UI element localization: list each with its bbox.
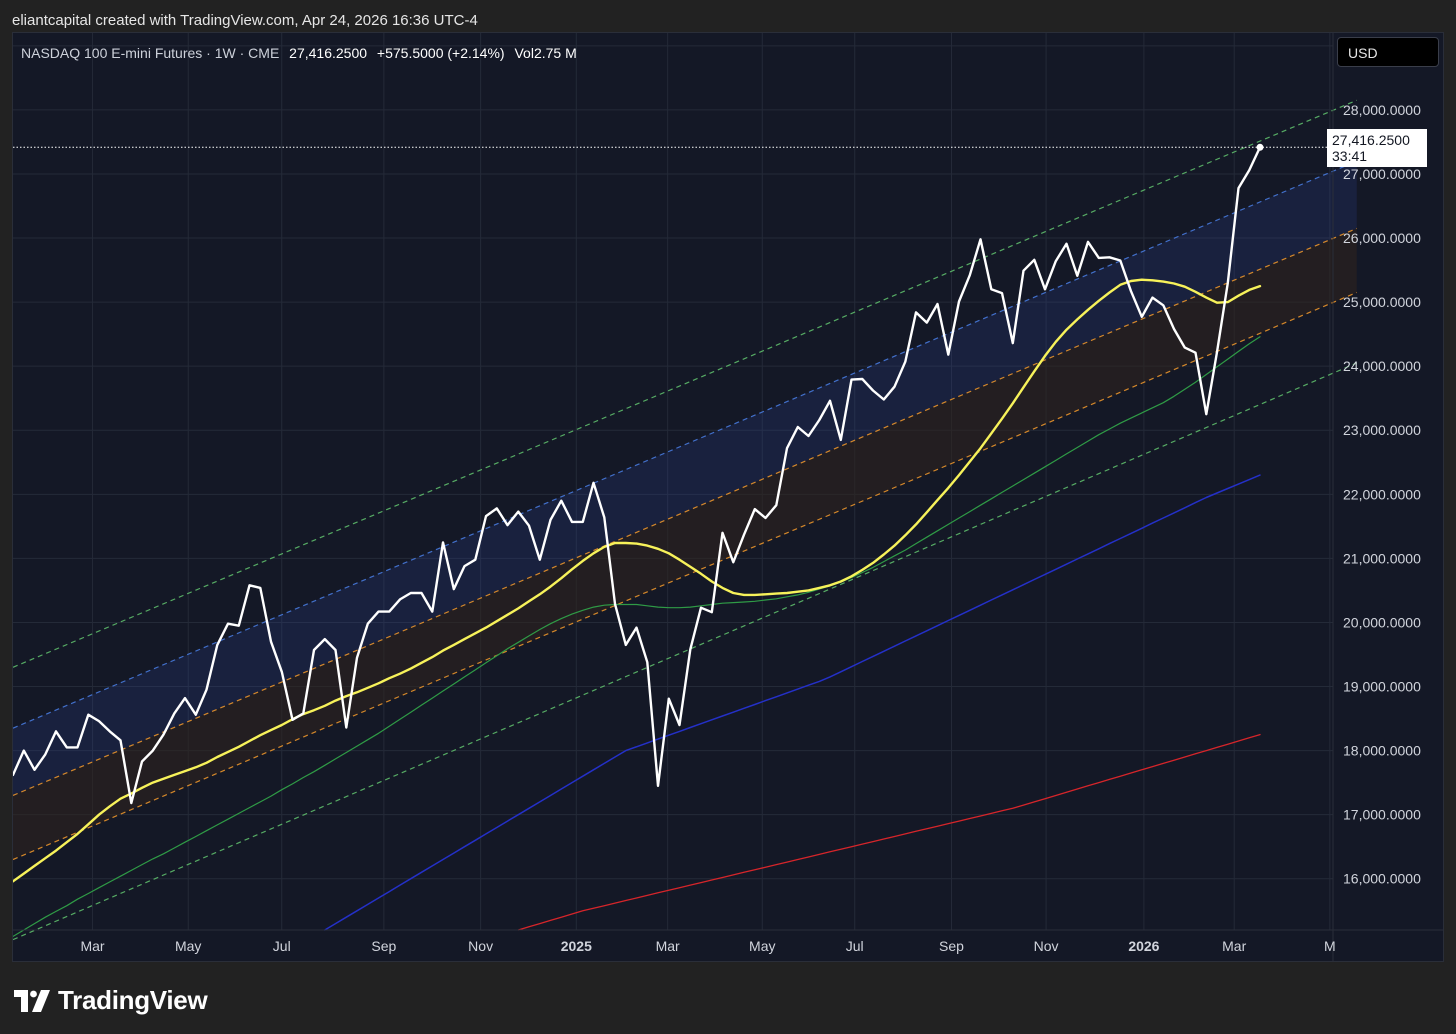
series-line-ma_yellow bbox=[13, 278, 1262, 883]
series-line-ma_green bbox=[13, 336, 1261, 937]
last-price-label: 27,416.2500 33:41 bbox=[1327, 129, 1427, 167]
time-tick-label: Jul bbox=[846, 938, 864, 954]
channel-line-mid_lower bbox=[13, 291, 1357, 861]
time-axis[interactable]: Mar May Jul Sep Nov 2025 Mar May Jul Sep Nov 2026 Ma… bbox=[80, 938, 1335, 954]
chart-panel[interactable]: 16,000.0000 17,000.0000 18,000.0000 19,000.… bbox=[12, 32, 1444, 962]
series-line-ma_red bbox=[517, 733, 1261, 931]
symbol-title[interactable]: NASDAQ 100 E-mini Futures · 1W · CME bbox=[21, 45, 280, 61]
chart-caption: eliantcapital created with TradingView.c… bbox=[12, 12, 478, 29]
price-chart[interactable]: 16,000.0000 17,000.0000 18,000.0000 19,000.… bbox=[13, 33, 1443, 961]
upper-band-fill bbox=[13, 161, 1357, 796]
price-tick-label: 17,000.0000 bbox=[1343, 807, 1421, 823]
time-tick-label: Jul bbox=[273, 938, 291, 954]
tradingview-logo-icon bbox=[14, 989, 50, 1012]
time-tick-label: 2025 bbox=[561, 938, 592, 954]
time-tick-label: Nov bbox=[468, 938, 493, 954]
channel-line-upper bbox=[13, 160, 1357, 729]
time-tick-label: May bbox=[749, 938, 775, 954]
currency-button[interactable]: USD bbox=[1337, 37, 1439, 67]
axes bbox=[13, 33, 1443, 961]
price-tick-label: 27,000.0000 bbox=[1343, 166, 1421, 182]
channel-bands bbox=[13, 161, 1357, 860]
time-tick-label: Sep bbox=[371, 938, 396, 954]
last-price-dot bbox=[1256, 143, 1264, 151]
price-tick-label: 22,000.0000 bbox=[1343, 486, 1421, 502]
channel-line-mid_upper bbox=[13, 227, 1357, 797]
price-tick-label: 19,000.0000 bbox=[1343, 679, 1421, 695]
channel-line-outer_upper bbox=[13, 99, 1357, 668]
time-tick-label: Mar bbox=[656, 938, 680, 954]
price-tick-label: 20,000.0000 bbox=[1343, 614, 1421, 630]
price-tick-label: 24,000.0000 bbox=[1343, 358, 1421, 374]
price-tick-label: 25,000.0000 bbox=[1343, 294, 1421, 310]
price-tick-label: 26,000.0000 bbox=[1343, 230, 1421, 246]
middle-band-fill bbox=[13, 228, 1357, 860]
channel-line-outer_lower bbox=[13, 362, 1357, 941]
price-tick-label: 16,000.0000 bbox=[1343, 871, 1421, 887]
time-tick-label: Sep bbox=[939, 938, 964, 954]
time-tick-label: Mar bbox=[1222, 938, 1246, 954]
series-line-ma_blue bbox=[324, 474, 1261, 931]
tradingview-brand[interactable]: TradingView bbox=[14, 985, 208, 1016]
price-tick-label: 28,000.0000 bbox=[1343, 102, 1421, 118]
regression-channel bbox=[13, 99, 1357, 941]
volume-value: 2.75 M bbox=[533, 45, 577, 61]
price-tick-label: 21,000.0000 bbox=[1343, 550, 1421, 566]
price-tick-label: 18,000.0000 bbox=[1343, 743, 1421, 759]
price-tick-label: 23,000.0000 bbox=[1343, 422, 1421, 438]
grid bbox=[13, 33, 1333, 930]
bar-countdown: 33:41 bbox=[1332, 148, 1368, 164]
series-lines bbox=[13, 143, 1333, 937]
last-price-label-value: 27,416.2500 bbox=[1332, 132, 1410, 148]
series-line-price bbox=[13, 146, 1262, 805]
volume-label: Vol bbox=[514, 45, 534, 61]
time-tick-label: Nov bbox=[1034, 938, 1059, 954]
time-tick-label: Mar bbox=[80, 938, 104, 954]
price-change: +575.5000 (+2.14%) bbox=[376, 45, 505, 61]
time-tick-label: M bbox=[1324, 938, 1336, 954]
brand-name: TradingView bbox=[58, 985, 208, 1015]
time-tick-label: May bbox=[175, 938, 201, 954]
last-price: 27,416.2500 bbox=[289, 45, 368, 61]
symbol-legend: NASDAQ 100 E-mini Futures · 1W · CME 27,… bbox=[21, 45, 577, 61]
time-tick-label: 2026 bbox=[1128, 938, 1159, 954]
